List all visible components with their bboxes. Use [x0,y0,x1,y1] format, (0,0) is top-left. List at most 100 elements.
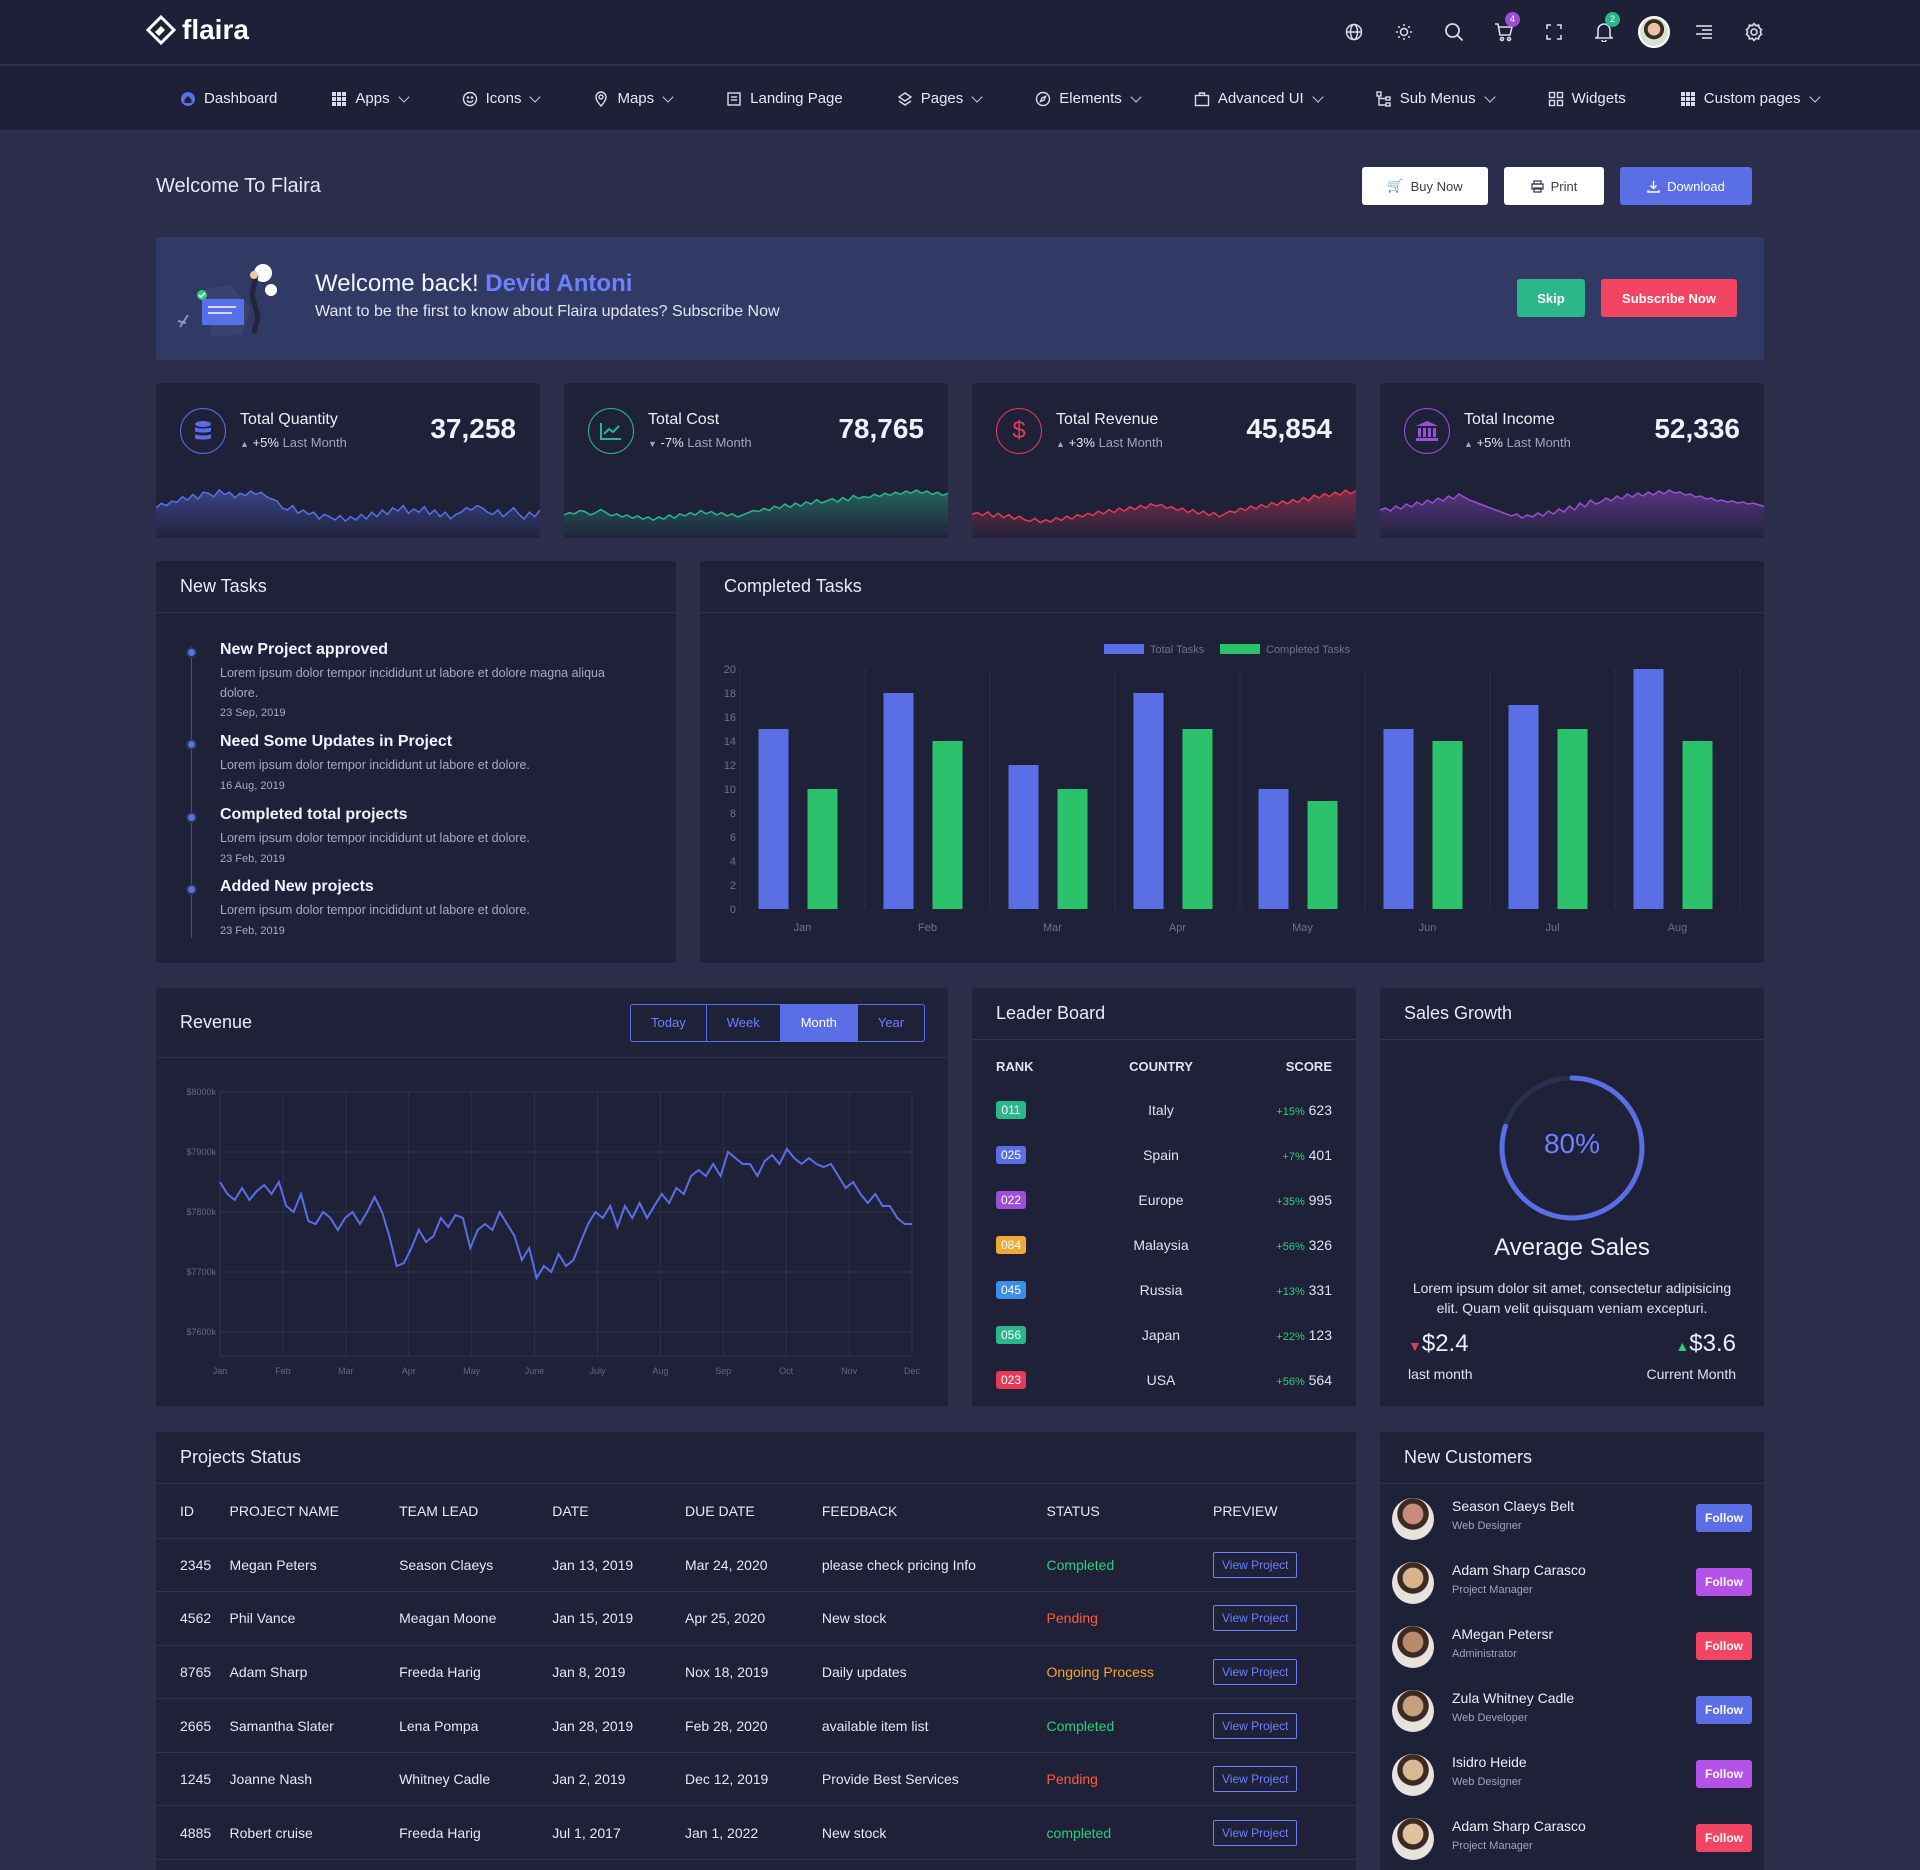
follow-button[interactable]: Follow [1696,1760,1752,1788]
avatar [1392,1562,1434,1604]
y-tick-label: 6 [730,832,736,844]
follow-button[interactable]: Follow [1696,1696,1752,1724]
main-navigation: Dashboard Apps Icons Maps Landing Page P… [0,66,1920,131]
customer-name: Season Claeys Belt [1452,1498,1575,1514]
leaderboard-row[interactable]: 045 Russia +13% 331 [996,1268,1332,1312]
nav-dashboard[interactable]: Dashboard [180,90,277,107]
search-icon[interactable] [1438,16,1470,48]
welcome-banner: Welcome back! Devid Antoni Want to be th… [156,237,1764,360]
view-project-button[interactable]: View Project [1212,1551,1298,1578]
nav-widgets[interactable]: Widgets [1548,90,1626,107]
table-cell-lead: Freeda Harig [399,1805,553,1861]
score-value: 331 [1308,1282,1332,1298]
leaderboard-row[interactable]: 022 Europe +35% 995 [996,1178,1332,1222]
table-cell-date: Jul 1, 2017 [552,1805,686,1861]
follow-button[interactable]: Follow [1696,1504,1752,1532]
task-date: 23 Feb, 2019 [220,853,285,865]
score-value: 326 [1308,1237,1332,1253]
y-tick-label: 16 [724,712,736,724]
current-month-value: ▲$3.6 [1675,1330,1736,1357]
view-project-button[interactable]: View Project [1212,1605,1298,1632]
caret-up-icon: ▲ [1464,439,1473,449]
buy-now-button[interactable]: 🛒 Buy Now [1362,167,1488,205]
view-project-button[interactable]: View Project [1212,1766,1298,1793]
timeline-dot [186,884,197,895]
y-tick-label: 2 [730,880,736,892]
y-tick-label: 8 [730,808,736,820]
notification-bell-icon[interactable]: 2 [1588,12,1620,48]
nav-custom-pages[interactable]: Custom pages [1680,90,1821,107]
chevron-down-icon [971,90,983,103]
subscribe-now-button[interactable]: Subscribe Now [1601,279,1737,317]
leaderboard-row[interactable]: 023 USA +56% 564 [996,1358,1332,1402]
view-project-button[interactable]: View Project [1212,1658,1298,1685]
view-project-button[interactable]: View Project [1212,1712,1298,1739]
card-title: Sales Growth [1380,988,1764,1040]
table-cell-date: Jan 2, 2019 [552,1752,686,1807]
nav-sub-menus[interactable]: Sub Menus [1376,90,1496,107]
chevron-down-icon [1130,90,1142,103]
task-desc: Lorem ipsum dolor tempor incididunt ut l… [220,666,605,700]
brand-logo[interactable]: flaira [146,14,249,46]
fullscreen-icon[interactable] [1538,16,1570,48]
column-header: PREVIEW [1212,1484,1356,1539]
stat-label: Total Cost [648,411,720,428]
cart-icon[interactable]: 4 [1488,12,1520,48]
score-change: +56% [1276,1241,1305,1253]
revenue-period-tabs: Today Week Month Year [630,1004,926,1042]
last-month-label: last month [1408,1366,1473,1382]
tab-year[interactable]: Year [877,1015,905,1030]
nav-elements[interactable]: Elements [1035,90,1142,107]
globe-icon[interactable] [1338,16,1370,48]
table-cell-date: Jan 8, 2019 [552,1645,686,1700]
follow-button[interactable]: Follow [1696,1632,1752,1660]
table-cell-due: Dec 12, 2019 [685,1752,822,1807]
view-project-button[interactable]: View Project [1212,1819,1298,1846]
nav-icons[interactable]: Icons [462,90,542,107]
theme-sun-icon[interactable] [1388,16,1420,48]
rank-badge: 045 [996,1281,1026,1299]
follow-button[interactable]: Follow [1696,1568,1752,1596]
trend-chart-icon [588,408,634,454]
nav-pages[interactable]: Pages [897,90,983,107]
follow-button[interactable]: Follow [1696,1824,1752,1852]
bar-completed [1182,729,1213,909]
table-cell-due: Feb 28, 2020 [685,1698,822,1753]
nav-advanced-ui[interactable]: Advanced UI [1194,90,1324,107]
settings-gear-icon[interactable] [1738,16,1770,48]
nav-apps[interactable]: Apps [331,90,410,107]
bar-completed [932,741,963,909]
stat-value: 52,336 [1654,413,1740,444]
skip-button[interactable]: Skip [1517,279,1585,317]
legend-label: Total Tasks [1150,644,1205,656]
score-value: 123 [1308,1327,1332,1343]
tab-month[interactable]: Month [780,1005,858,1041]
progress-ring [1499,1075,1645,1221]
notification-badge: 2 [1605,12,1620,27]
table-cell-status: completed [1046,1805,1213,1861]
leaderboard-row[interactable]: 025 Spain +7% 401 [996,1133,1332,1177]
table-cell-lead: Season Claeys [399,1538,553,1593]
bar-total [1383,729,1414,909]
country-name: Spain [1143,1147,1179,1163]
nav-maps[interactable]: Maps [593,90,674,107]
sales-desc: Lorem ipsum dolor sit amet, consectetur … [1412,1280,1732,1316]
download-button[interactable]: Download [1620,167,1752,205]
table-cell-name: Megan Peters [229,1538,400,1593]
print-button[interactable]: Print [1504,167,1604,205]
chevron-down-icon [1808,90,1821,103]
bar-total [1258,789,1289,909]
customer-name: AMegan Petersr [1452,1626,1554,1642]
leaderboard-row[interactable]: 056 Japan +22% 123 [996,1313,1332,1357]
spark-area [972,490,1356,538]
bar-completed [1682,741,1713,909]
leaderboard-row[interactable]: 011 Italy +15% 623 [996,1088,1332,1132]
bar-completed [1307,801,1338,909]
tab-week[interactable]: Week [707,1005,781,1041]
nav-landing-page[interactable]: Landing Page [726,90,843,107]
tab-today[interactable]: Today [631,1005,707,1041]
menu-lines-icon[interactable] [1688,16,1720,48]
leaderboard-row[interactable]: 084 Malaysia +56% 326 [996,1223,1332,1267]
user-avatar[interactable] [1638,16,1670,48]
sales-growth-card: Sales Growth 80% Average Sales Lorem ips… [1380,988,1764,1406]
